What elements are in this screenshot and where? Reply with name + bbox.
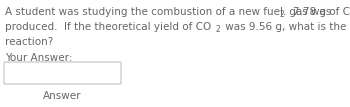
- Text: Answer: Answer: [43, 91, 81, 101]
- Text: Your Answer:: Your Answer:: [5, 53, 72, 63]
- Text: was 9.56 g, what is the % yield of this: was 9.56 g, what is the % yield of this: [222, 22, 350, 32]
- FancyBboxPatch shape: [4, 62, 121, 84]
- Text: produced.  If the theoretical yield of CO: produced. If the theoretical yield of CO: [5, 22, 211, 32]
- Text: gas was: gas was: [286, 7, 331, 17]
- Text: 2: 2: [280, 10, 285, 19]
- Text: reaction?: reaction?: [5, 37, 53, 47]
- Text: 2: 2: [216, 25, 221, 34]
- Text: A student was studying the combustion of a new fuel.  7.78 g of CO: A student was studying the combustion of…: [5, 7, 350, 17]
